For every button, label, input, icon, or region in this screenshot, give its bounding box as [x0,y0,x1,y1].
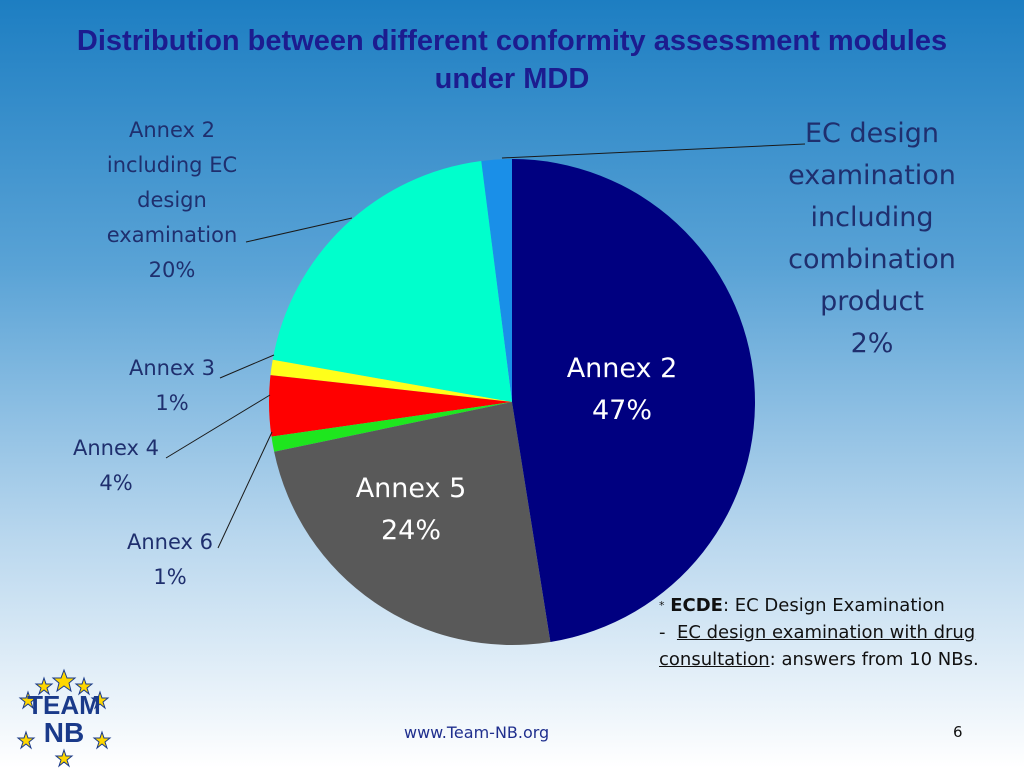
slice-name: Annex 4 [73,436,159,460]
slice-name: Annex 5 [355,473,467,504]
leader-line [165,394,271,459]
pie-slice [481,159,512,402]
footnote: * ECDE: EC Design Examination - EC desig… [659,592,999,673]
slice-label: Annex 2 including EC design examination 2… [97,113,247,288]
footnote-star: * [659,599,665,612]
chart-title: Distribution between different conformit… [76,25,948,95]
slice-value: 47% [591,395,652,426]
leader-line [217,431,273,549]
slice-label: EC design examination including combinat… [772,113,972,365]
pie-slice [270,359,512,402]
pie-slice [274,402,551,645]
slice-value: 20% [148,258,196,282]
pie-slice [271,402,512,452]
leader-line [245,217,353,243]
slice-name: Annex 2 including EC design examination [106,118,238,247]
pie-slice [268,375,512,437]
footnote-dash: - [659,622,666,643]
slice-name: Annex 6 [127,530,213,554]
logo-text: TEAM [27,690,101,720]
page-number: 6 [953,723,963,741]
footnote-term: ECDE [670,595,723,616]
leader-line [501,143,806,159]
footer-url: www.Team-NB.org [404,723,550,742]
slice-label: Annex 5 24% [311,468,511,552]
slice-value: 1% [155,391,189,415]
footnote-link: EC design examination with drug consulta… [659,622,976,670]
leader-line [219,354,275,379]
slice-value: 24% [380,515,441,546]
slice-label: Annex 4 4% [56,431,176,501]
pie-slice [272,160,512,402]
slice-label: Annex 3 1% [112,351,232,421]
logo: TEAM NB [16,668,112,768]
leader-lines [165,143,806,549]
slice-value: 1% [153,565,187,589]
slice-value: 2% [850,328,894,359]
slice-name: Annex 3 [129,356,215,380]
slice-name: EC design examination including combinat… [788,118,956,317]
pie-slice [512,159,755,642]
logo-text: NB [44,717,84,748]
slice-value: 4% [99,471,133,495]
footnote-text: : EC Design Examination [722,595,945,616]
slice-label: Annex 6 1% [110,525,230,595]
footnote-text: : answers from 10 NBs. [769,649,979,670]
slice-name: Annex 2 [566,353,678,384]
slice-label: Annex 2 47% [522,348,722,432]
